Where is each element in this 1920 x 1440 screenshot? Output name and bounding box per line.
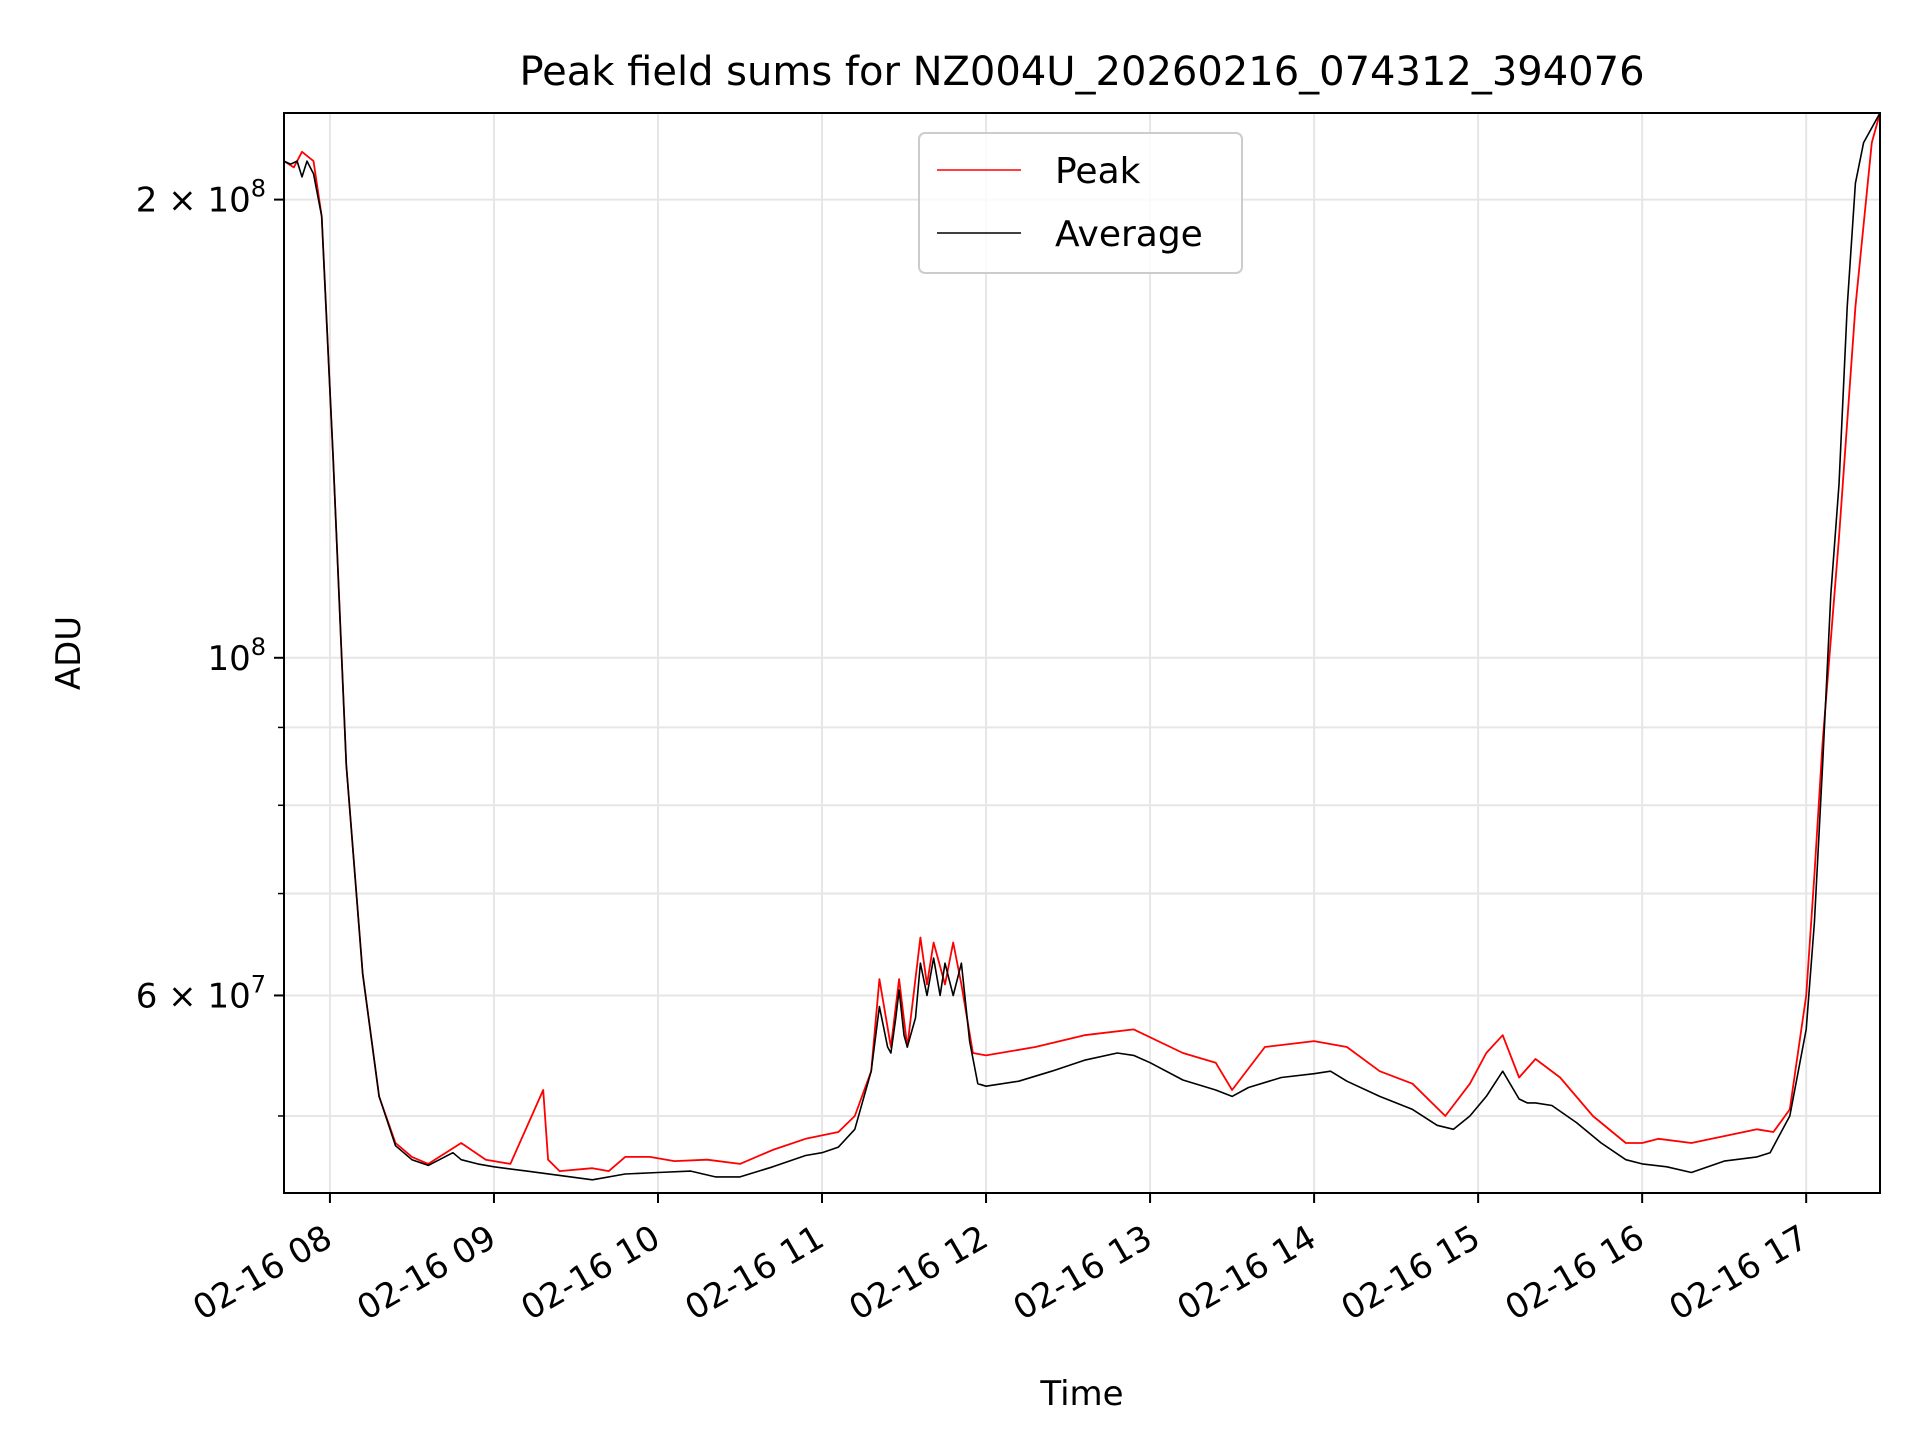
y-axis-ticks: 2 × 108 108 6 × 107: [136, 175, 284, 1117]
y-tick-label: 6 × 107: [136, 970, 266, 1016]
legend: Peak Average: [918, 132, 1243, 274]
series-line-average: [283, 112, 1881, 1181]
x-axis-label: Time: [1039, 1374, 1123, 1414]
series-lines: [283, 112, 1881, 1181]
y-tick-label: 2 × 108: [136, 175, 266, 221]
chart-title: Peak field sums for NZ004U_20260216_0743…: [519, 49, 1644, 95]
legend-box: [918, 132, 1243, 274]
y-axis-label: ADU: [49, 616, 89, 690]
legend-label-peak: Peak: [1055, 151, 1141, 192]
plot-frame: [283, 112, 1881, 1194]
series-line-peak: [283, 112, 1881, 1172]
legend-label-average: Average: [1055, 214, 1203, 255]
y-tick-label: 108: [207, 633, 266, 679]
